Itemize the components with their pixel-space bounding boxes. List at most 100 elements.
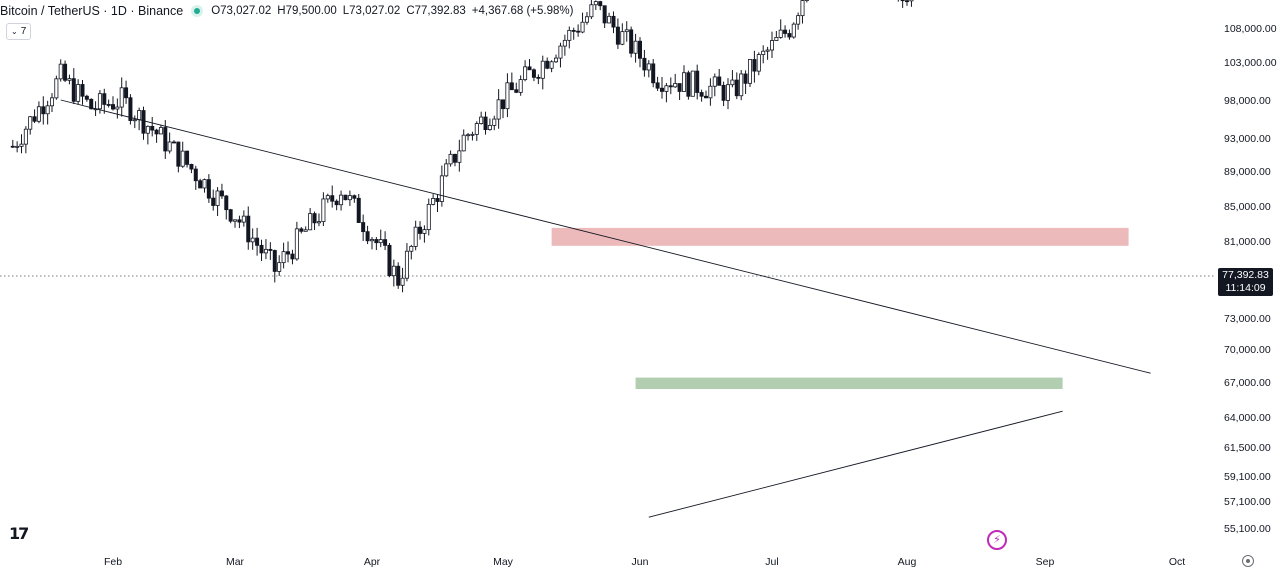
candle-body (800, 0, 805, 17)
candle-body (909, 0, 914, 2)
candle-body (10, 145, 15, 148)
price-tick-label: 93,000.00 (1224, 133, 1271, 145)
candle-body (726, 84, 731, 101)
candle-body (115, 106, 120, 110)
last-price-label: 77,392.83 (1222, 269, 1269, 281)
candle-body (268, 248, 273, 251)
price-tick-label: 67,000.00 (1224, 377, 1271, 389)
candle-body (224, 195, 229, 211)
candle-body (202, 179, 207, 189)
candle-body (409, 245, 414, 252)
resistance-zone (551, 227, 1129, 246)
time-tick-label: Jun (632, 556, 649, 568)
candle-body (391, 265, 396, 277)
candle-body (593, 1, 598, 6)
chevron-down-icon: ⌄ (11, 27, 18, 36)
candle-body (686, 72, 691, 97)
candle-body (752, 59, 757, 72)
candle-body (185, 150, 190, 165)
candle-body (567, 30, 572, 41)
candle-body (607, 15, 612, 24)
price-tick-label: 70,000.00 (1224, 344, 1271, 356)
settings-icon[interactable] (1242, 555, 1254, 567)
candle-body (804, 0, 809, 1)
candle-body (743, 73, 748, 84)
candle-body (132, 119, 137, 122)
candle-body (215, 190, 220, 206)
candle-body (642, 57, 647, 71)
candle-body (330, 195, 335, 202)
price-tick-label: 89,000.00 (1224, 166, 1271, 178)
candle-body (483, 116, 488, 131)
price-axis: 108,000.00 103,000.00 98,000.00 93,000.00 89… (1224, 23, 1277, 535)
indicators-toggle-button[interactable]: ⌄ 7 (6, 23, 32, 40)
candle-body (189, 164, 194, 170)
candle-body (699, 92, 704, 97)
candle-body (246, 215, 251, 243)
lightning-icon[interactable]: ⚡ (987, 530, 1007, 550)
candle-body (71, 78, 76, 102)
candle-body (36, 106, 41, 122)
candle-body (620, 31, 625, 45)
candle-body (277, 262, 282, 272)
candle-body (413, 226, 418, 247)
candle-body (602, 5, 607, 24)
candle-body (334, 200, 339, 206)
candle-body (272, 250, 277, 272)
candle-body (496, 99, 501, 120)
candle-body (19, 143, 24, 147)
candle-body (383, 239, 388, 246)
candle-body (452, 153, 457, 163)
candle-body (404, 250, 409, 279)
candle-body (435, 198, 440, 202)
candle-body (339, 194, 344, 206)
candle-body (527, 66, 532, 71)
candle-body (58, 63, 63, 80)
candle-body (299, 228, 304, 232)
candle-body (584, 16, 589, 23)
candle-body (369, 239, 374, 242)
candle-body (23, 128, 28, 145)
candle-body (255, 237, 260, 246)
candle-body (900, 0, 905, 2)
candle-body (500, 99, 505, 110)
candle-body (660, 87, 665, 92)
tradingview-logo-icon[interactable]: 17 (9, 524, 29, 543)
candle-body (97, 93, 102, 110)
candle-body (712, 76, 717, 87)
candles-layer (10, 0, 914, 293)
candle-body (171, 141, 176, 144)
candle-body (281, 251, 286, 264)
candle-body (84, 95, 89, 100)
time-tick-label: May (493, 556, 514, 568)
candle-body (312, 213, 317, 224)
candle-body (343, 194, 348, 201)
candle-body (466, 134, 471, 137)
candle-body (474, 123, 479, 135)
high-value: H79,500.00 (277, 5, 337, 17)
candle-body (695, 70, 700, 93)
candle-body (347, 195, 352, 201)
candle-body (63, 63, 68, 81)
price-tick-label: 59,100.00 (1224, 471, 1271, 483)
candle-body (615, 26, 620, 45)
candle-body (294, 228, 299, 260)
symbol-title[interactable]: Bitcoin / TetherUS · 1D · Binance (0, 4, 184, 18)
time-tick-label: Sep (1036, 556, 1055, 568)
candle-body (387, 244, 392, 277)
candle-body (523, 66, 528, 81)
last-price-tag: 77,392.83 11:14:09 (1218, 268, 1273, 296)
candle-body (352, 195, 357, 199)
candle-body (774, 37, 779, 41)
candle-body (730, 79, 735, 86)
candle-body (308, 213, 313, 231)
candle-body (426, 203, 431, 231)
candle-body (518, 79, 523, 93)
zones-layer (551, 227, 1129, 389)
candle-body (102, 93, 107, 105)
candle-body (124, 87, 129, 99)
candle-body (167, 141, 172, 152)
support-zone (635, 377, 1063, 389)
time-tick-label: Oct (1169, 556, 1185, 568)
